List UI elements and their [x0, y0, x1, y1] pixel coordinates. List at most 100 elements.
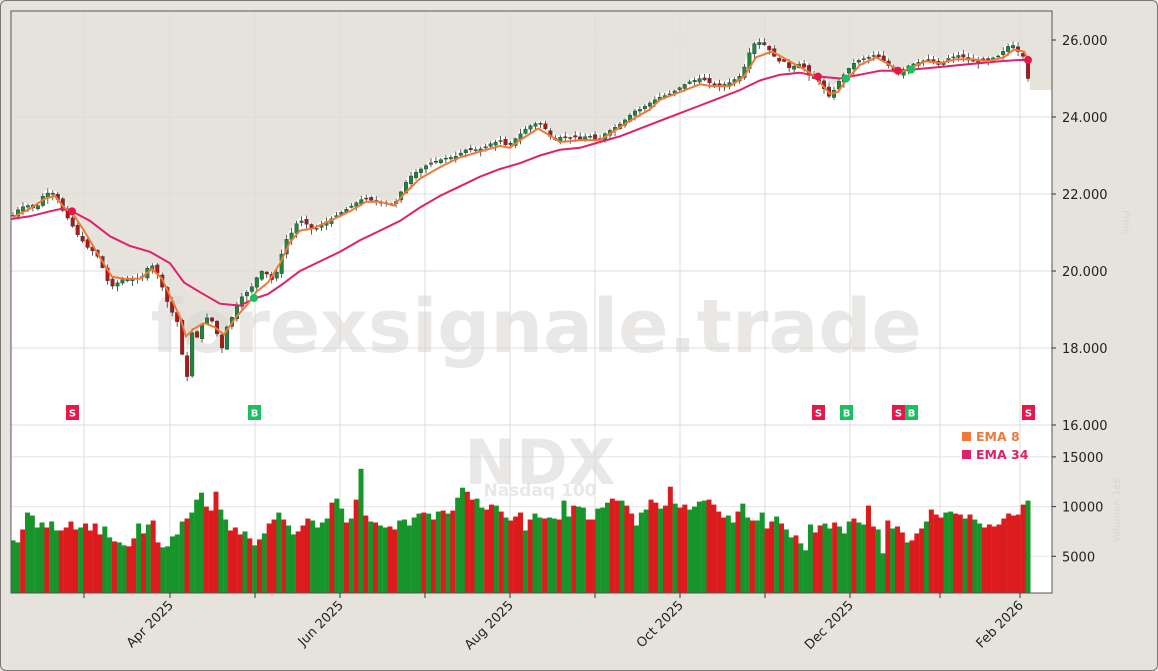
volume-bar — [223, 519, 229, 593]
volume-bar — [29, 515, 35, 593]
candle-body — [926, 59, 931, 61]
candle-body — [304, 218, 309, 225]
candle-body — [224, 326, 229, 350]
sell-signal-marker — [1022, 405, 1035, 420]
volume-bar — [909, 540, 915, 593]
volume-bar — [740, 503, 746, 593]
volume-bar — [319, 522, 325, 593]
volume-bar — [967, 514, 973, 593]
volume-bar — [977, 523, 983, 593]
price-tick-label: 26.000 — [1062, 34, 1108, 49]
candle-body — [568, 137, 573, 139]
volume-bar — [63, 527, 69, 593]
volume-bar — [672, 503, 678, 593]
candle-body — [468, 147, 473, 150]
volume-bar — [571, 505, 577, 593]
volume-bar — [382, 527, 388, 593]
signal-label: S — [69, 409, 76, 420]
volume-bar — [503, 517, 509, 593]
volume-bar — [116, 542, 122, 593]
volume-bar — [663, 505, 668, 593]
volume-bar — [25, 512, 30, 593]
candle-body — [70, 217, 75, 227]
volume-bar — [445, 513, 451, 593]
volume-bar — [242, 531, 248, 593]
sell-crossover-dot — [894, 66, 902, 75]
time-tick-label: Dec 2025 — [802, 598, 857, 653]
volume-bar — [348, 518, 354, 593]
volume-bar — [547, 517, 552, 593]
buy-signal-marker — [905, 405, 918, 420]
signal-label: S — [815, 409, 822, 420]
candle-body — [110, 278, 115, 287]
time-axis: Apr 2025 Jun 2025 Aug 2025 Oct 2025 Dec 2025… — [83, 593, 1027, 653]
candle-body — [702, 77, 707, 81]
volume-bar — [933, 514, 939, 593]
volume-bar — [131, 538, 137, 593]
volume-bar — [402, 519, 407, 593]
volume-bar — [808, 524, 813, 593]
candle-body — [563, 136, 568, 138]
volume-bar — [218, 509, 224, 593]
candle-body — [85, 239, 90, 248]
volume-bar — [141, 533, 146, 593]
volume-bar — [300, 525, 306, 593]
volume-bar — [324, 518, 330, 593]
volume-bar — [667, 486, 673, 593]
time-tick-label: Oct 2025 — [634, 598, 687, 651]
signal-label: B — [251, 409, 259, 420]
volume-bar — [943, 512, 949, 593]
volume-bar — [1015, 514, 1021, 593]
candle-body — [757, 41, 762, 45]
volume-bar — [716, 511, 722, 593]
volume-bar — [870, 526, 876, 593]
volume-bar — [556, 519, 562, 593]
volume-bar — [551, 518, 557, 593]
ema34-legend-label: EMA 34 — [976, 447, 1029, 462]
candle-body — [314, 228, 319, 230]
candle-body — [712, 83, 717, 86]
volume-bar — [392, 529, 398, 593]
candle-body — [264, 271, 269, 275]
volume-bar — [194, 499, 200, 593]
volume-bar — [861, 524, 867, 593]
volume-bar — [609, 498, 615, 593]
candle-body — [428, 162, 433, 165]
volume-bar — [972, 519, 978, 593]
time-tick-label: Feb 2026 — [974, 598, 1027, 651]
volume-bar — [450, 510, 456, 593]
volume-bar — [1020, 504, 1026, 593]
candle-body — [588, 136, 593, 138]
candle-body — [414, 171, 419, 178]
candle-body — [687, 81, 692, 84]
volume-bar — [165, 546, 171, 593]
volume-bar — [83, 523, 88, 593]
candle-body — [210, 317, 215, 322]
candle-body — [593, 134, 598, 140]
volume-bar — [953, 513, 958, 593]
volume-bar — [890, 528, 896, 593]
volume-bar — [827, 528, 833, 593]
volume-bar — [745, 517, 751, 593]
volume-tick-label: 10000 — [1062, 501, 1103, 516]
volume-bar — [184, 518, 190, 593]
volume-bar — [203, 506, 209, 593]
price-tick-label: 16.000 — [1062, 419, 1108, 434]
volume-bar — [1025, 500, 1031, 593]
volume-bar — [339, 508, 345, 593]
candle-body — [523, 128, 528, 134]
candle-body — [871, 55, 876, 57]
volume-bar — [15, 542, 21, 593]
volume-bar — [846, 521, 852, 593]
candle-body — [533, 123, 538, 127]
volume-bar — [1006, 513, 1012, 593]
volume-bar — [397, 520, 403, 593]
candle-body — [463, 149, 468, 153]
candle-body — [647, 102, 652, 107]
sell-crossover-dot — [68, 207, 76, 216]
volume-bar — [513, 516, 519, 593]
volume-bar — [880, 553, 886, 593]
volume-bar — [387, 526, 393, 593]
volume-bar — [189, 512, 195, 593]
volume-bar — [107, 537, 113, 593]
